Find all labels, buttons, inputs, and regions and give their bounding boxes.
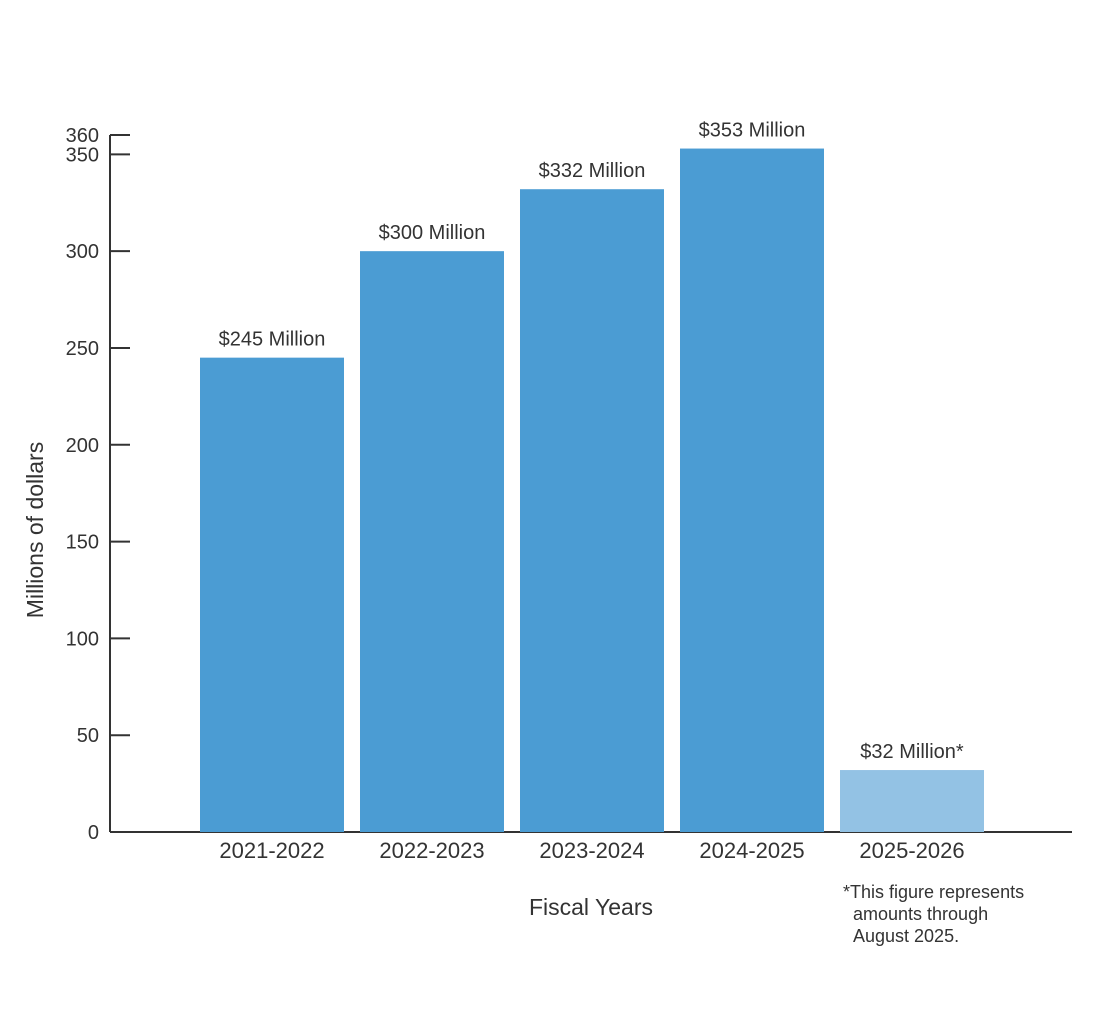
footnote: *This figure represents amounts through … <box>843 882 1029 946</box>
y-tick-label: 350 <box>66 144 99 166</box>
x-category-label: 2023-2024 <box>539 838 644 863</box>
y-axis-title: Millions of dollars <box>22 442 48 618</box>
x-category-label: 2024-2025 <box>699 838 804 863</box>
bar-data-label: $353 Million <box>699 120 806 142</box>
y-tick-label: 100 <box>66 628 99 650</box>
x-category-label: 2025-2026 <box>859 838 964 863</box>
footnote-line: August 2025. <box>853 926 959 946</box>
bar-data-label: $245 Million <box>219 329 326 351</box>
bar-data-label: $332 Million <box>539 160 646 182</box>
y-tick-label: 0 <box>88 822 99 844</box>
x-category-label: 2021-2022 <box>219 838 324 863</box>
bar <box>520 189 664 832</box>
bar <box>840 770 984 832</box>
bar <box>680 148 824 832</box>
y-tick-label: 50 <box>77 725 99 747</box>
bar-layer <box>200 148 984 832</box>
y-tick-label: 150 <box>66 532 99 554</box>
y-tick-label: 360 <box>66 125 99 147</box>
bar <box>200 357 344 832</box>
footnote-line: amounts through <box>853 904 988 924</box>
bar-data-label: $32 Million* <box>860 741 964 763</box>
x-category-layer: 2021-2022 2022-2023 2023-2024 2024-2025 2025… <box>219 838 964 863</box>
y-tick-label: 250 <box>66 338 99 360</box>
data-label-layer: $245 Million $300 Million $332 Million $353… <box>219 120 964 763</box>
footnote-line: *This figure represents <box>843 882 1024 902</box>
x-axis-title: Fiscal Years <box>529 894 653 920</box>
bar-data-label: $300 Million <box>379 222 486 244</box>
y-tick-label: 300 <box>66 241 99 263</box>
x-category-label: 2022-2023 <box>379 838 484 863</box>
y-tick-label: 200 <box>66 435 99 457</box>
bar <box>360 251 504 832</box>
